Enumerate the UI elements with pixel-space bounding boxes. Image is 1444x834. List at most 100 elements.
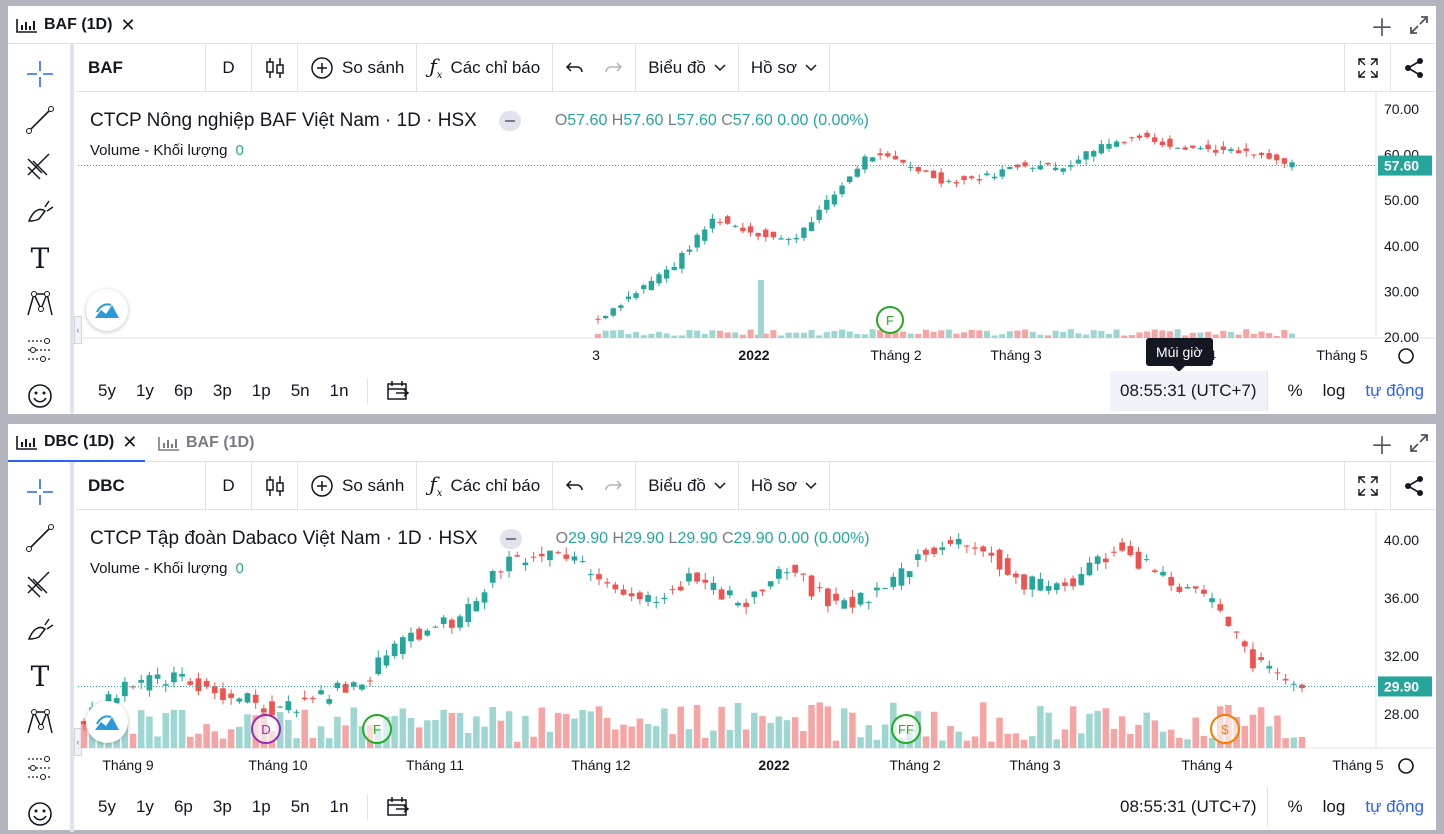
undo-icon[interactable]: [565, 58, 585, 78]
share-button[interactable]: [1390, 44, 1436, 92]
brush-icon[interactable]: [22, 194, 58, 230]
range-3m[interactable]: 3p: [212, 797, 232, 816]
text-icon[interactable]: T: [30, 241, 50, 275]
candle-body: [269, 701, 275, 716]
pattern-icon[interactable]: [22, 704, 58, 740]
candle-body: [1250, 649, 1256, 669]
range-5d[interactable]: 5n: [290, 381, 310, 400]
logo-icon[interactable]: [86, 289, 128, 331]
indicators-button[interactable]: ƒx Các chỉ báo: [417, 461, 554, 510]
auto-scale-toggle[interactable]: tự động: [1365, 381, 1424, 400]
volume-bar: [832, 740, 840, 748]
volume-bar: [1235, 334, 1242, 338]
plus-icon[interactable]: ＋: [1370, 14, 1394, 42]
emoji-icon[interactable]: [22, 796, 58, 832]
volume-bar: [1249, 714, 1257, 748]
maximize-icon[interactable]: [1408, 432, 1430, 454]
volume-bar: [342, 725, 349, 748]
interval-button[interactable]: D: [206, 461, 252, 510]
tab-baf[interactable]: BAF (1D) ✕: [16, 6, 136, 44]
percent-toggle[interactable]: %: [1287, 381, 1303, 400]
range-5y[interactable]: 5y: [98, 797, 116, 816]
hide-legend-button[interactable]: [499, 529, 522, 549]
pattern-icon[interactable]: [22, 286, 58, 322]
time-tick-label: Tháng 4: [1181, 757, 1233, 773]
auto-scale-toggle[interactable]: tự động: [1365, 797, 1424, 816]
volume-bar: [1090, 330, 1097, 338]
log-toggle[interactable]: log: [1322, 797, 1346, 816]
chart-type-button[interactable]: [252, 43, 298, 92]
tab-baf[interactable]: BAF (1D): [158, 424, 254, 462]
fullscreen-button[interactable]: [1344, 44, 1390, 92]
volume-bar: [211, 731, 219, 748]
range-3m[interactable]: 3p: [212, 381, 232, 400]
emoji-icon[interactable]: [22, 378, 58, 414]
close-icon[interactable]: ✕: [120, 14, 136, 35]
log-toggle[interactable]: log: [1322, 381, 1346, 400]
redo-icon[interactable]: [603, 58, 623, 78]
range-1y[interactable]: 1y: [135, 797, 154, 816]
range-1m[interactable]: 1p: [251, 797, 271, 816]
chart-menu-button[interactable]: Biểu đồ: [636, 43, 739, 92]
range-5d[interactable]: 5n: [290, 797, 310, 816]
symbol-search[interactable]: BAF: [76, 43, 206, 92]
measure-icon[interactable]: [22, 332, 58, 368]
plus-icon[interactable]: ＋: [1370, 432, 1394, 460]
volume-bar: [1045, 712, 1052, 748]
symbol-search[interactable]: DBC: [76, 461, 206, 510]
hide-legend-button[interactable]: [498, 111, 521, 131]
range-1d[interactable]: 1n: [329, 797, 349, 816]
brush-icon[interactable]: [22, 612, 58, 648]
range-5y[interactable]: 5y: [98, 381, 116, 400]
interval-button[interactable]: D: [206, 43, 252, 92]
candle-body: [938, 172, 944, 184]
undo-icon[interactable]: [565, 476, 585, 496]
redo-icon[interactable]: [603, 476, 623, 496]
goto-date-icon[interactable]: [386, 380, 410, 402]
crosshair-icon[interactable]: [22, 474, 58, 510]
fib-icon[interactable]: [22, 148, 58, 184]
compare-button[interactable]: So sánh: [298, 461, 418, 510]
candle-body: [1129, 137, 1135, 139]
volume-bar: [1061, 729, 1069, 748]
timezone-button[interactable]: 08:55:31 (UTC+7): [1109, 371, 1268, 411]
trendline-icon[interactable]: [22, 102, 58, 138]
chart-area[interactable]: 70.00 60.00 50.00 40.00 30.00 20.00 3 2022 Tháng…: [78, 92, 1436, 372]
measure-icon[interactable]: [22, 750, 58, 786]
range-1d[interactable]: 1n: [329, 381, 349, 400]
share-button[interactable]: [1390, 462, 1436, 510]
chart-menu-button[interactable]: Biểu đồ: [636, 461, 739, 510]
time-tick-label: 2022: [738, 347, 769, 363]
volume-bar: [881, 724, 889, 748]
crosshair-icon[interactable]: [22, 56, 58, 92]
price-chart[interactable]: 40.00 36.00 32.00 28.00 Tháng 9 Tháng 10 Tháng…: [78, 510, 1436, 784]
profile-menu-button[interactable]: Hồ sơ: [739, 461, 830, 510]
volume-bar: [473, 716, 480, 748]
range-1y[interactable]: 1y: [135, 381, 154, 400]
fib-icon[interactable]: [22, 566, 58, 602]
chart-area[interactable]: 40.00 36.00 32.00 28.00 Tháng 9 Tháng 10 Tháng…: [78, 510, 1436, 784]
fullscreen-button[interactable]: [1344, 462, 1390, 510]
percent-toggle[interactable]: %: [1287, 797, 1303, 816]
range-6m[interactable]: 6p: [173, 381, 193, 400]
compare-button[interactable]: So sánh: [298, 43, 418, 92]
candle-body: [1144, 132, 1150, 138]
close-icon[interactable]: ✕: [122, 431, 138, 452]
indicators-button[interactable]: ƒx Các chỉ báo: [417, 43, 554, 92]
candle-body: [923, 549, 929, 555]
maximize-icon[interactable]: [1408, 14, 1430, 36]
volume-bar: [971, 736, 979, 748]
collapse-toolbar-handle[interactable]: ‹: [74, 316, 82, 344]
text-icon[interactable]: T: [30, 659, 50, 693]
candle-body: [1152, 137, 1158, 142]
tab-dbc[interactable]: DBC (1D) ✕: [8, 424, 146, 462]
chart-type-button[interactable]: [252, 461, 298, 510]
timezone-button[interactable]: 08:55:31 (UTC+7): [1110, 787, 1268, 827]
range-6m[interactable]: 6p: [173, 797, 193, 816]
goto-date-icon[interactable]: [386, 796, 410, 818]
profile-menu-button[interactable]: Hồ sơ: [739, 43, 830, 92]
range-1m[interactable]: 1p: [251, 381, 271, 400]
logo-icon[interactable]: [86, 701, 128, 743]
trendline-icon[interactable]: [22, 520, 58, 556]
